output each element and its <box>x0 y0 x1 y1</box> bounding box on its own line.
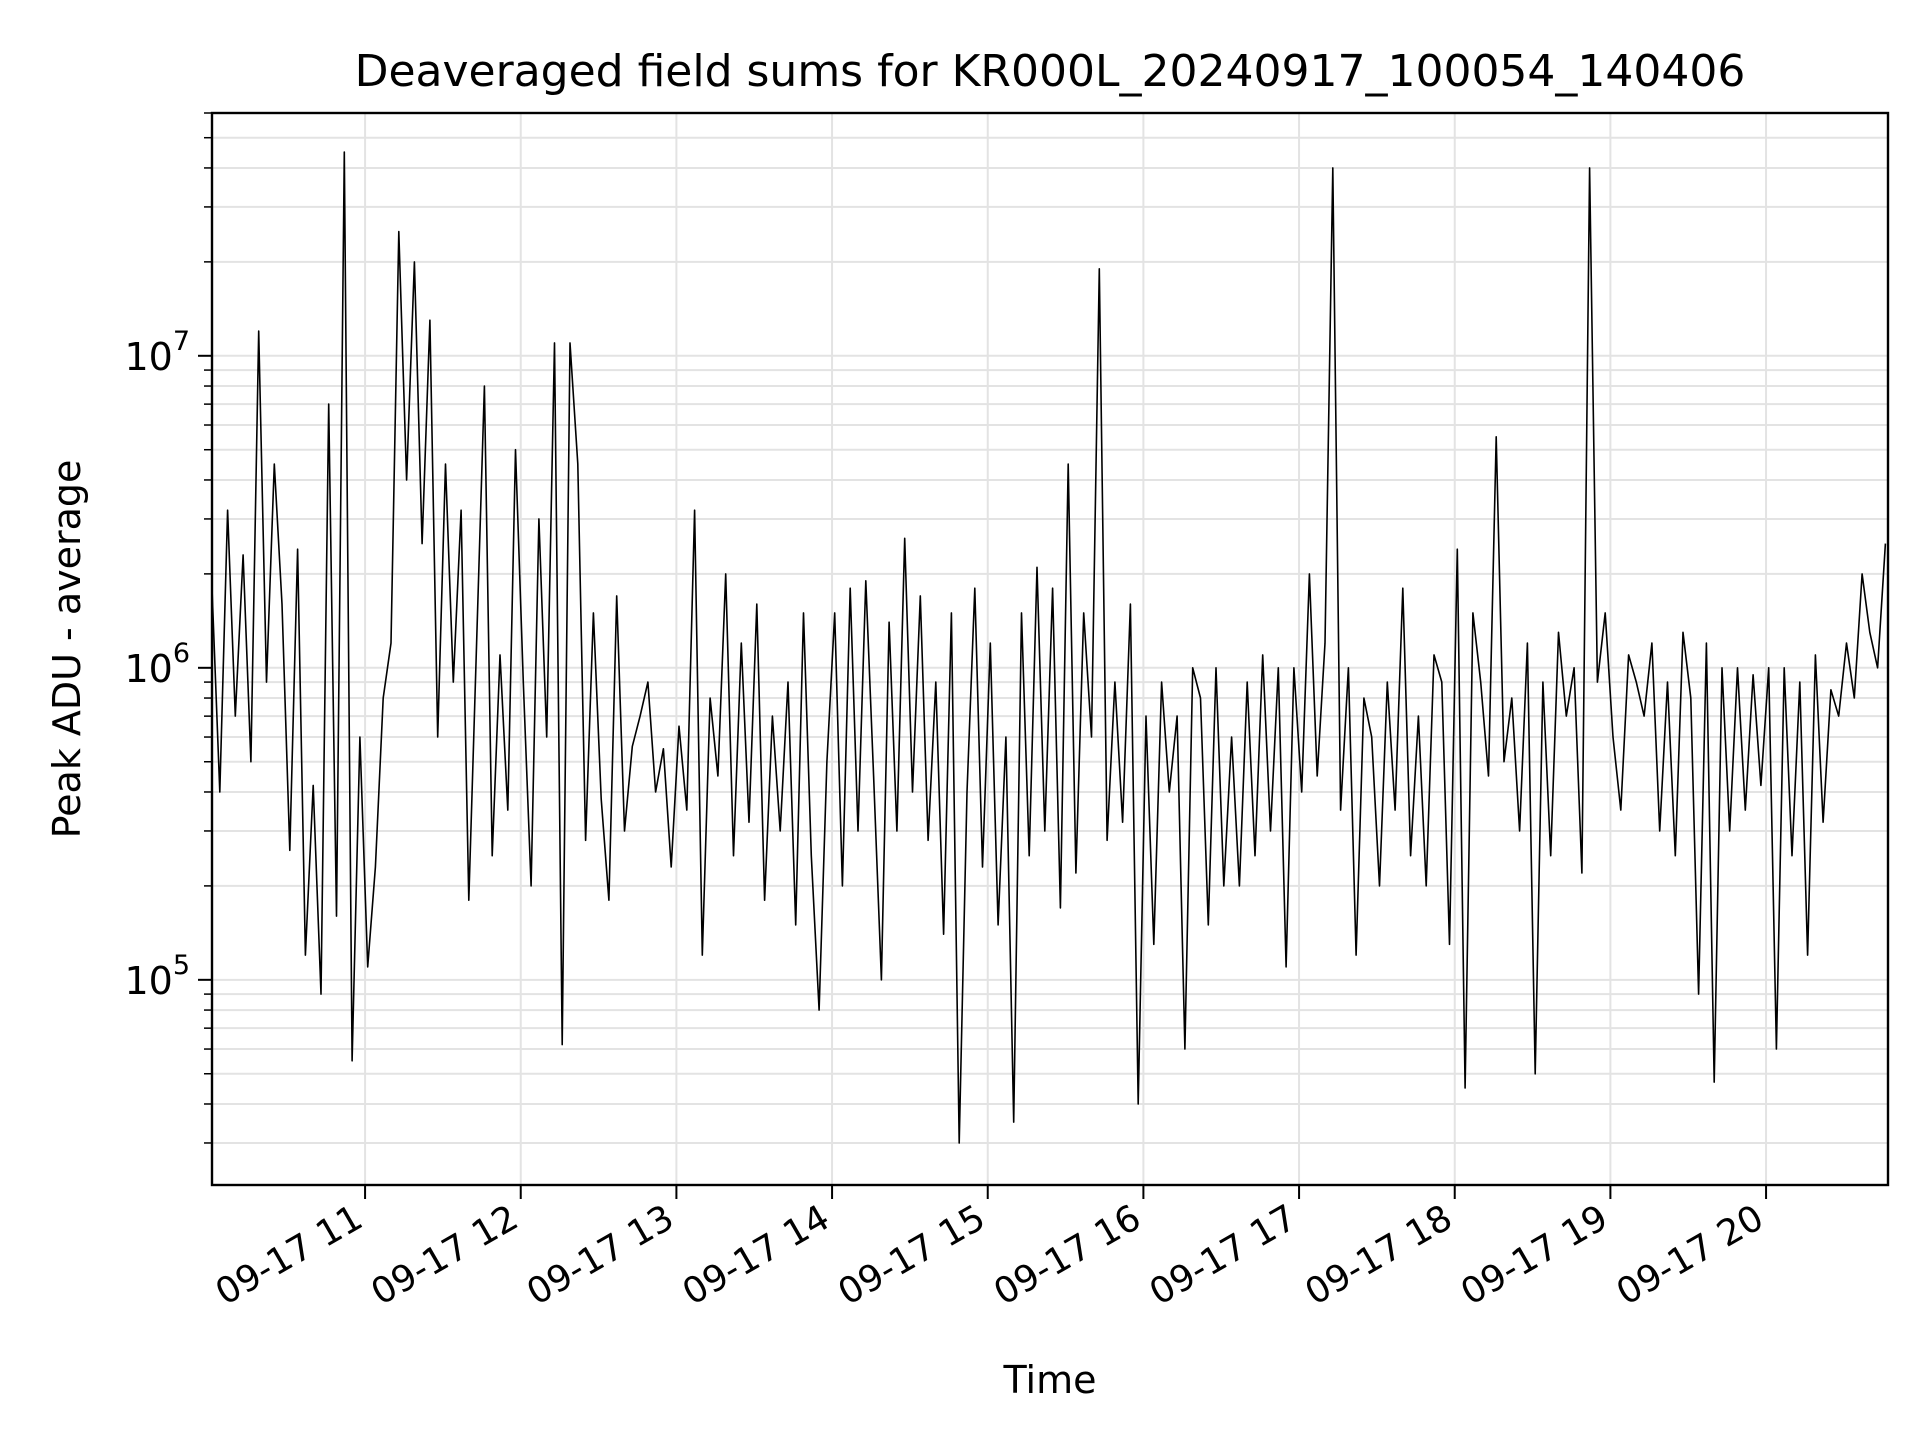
x-tick-label: 09-17 19 <box>1454 1197 1615 1313</box>
x-tick-label: 09-17 15 <box>832 1197 993 1313</box>
x-tick-label: 09-17 16 <box>987 1197 1148 1313</box>
x-tick-label: 09-17 14 <box>676 1197 837 1313</box>
x-tick-label: 09-17 17 <box>1143 1197 1304 1313</box>
x-axis-label: Time <box>1003 1358 1097 1402</box>
x-tick-label: 09-17 18 <box>1299 1197 1460 1313</box>
chart-title: Deaveraged field sums for KR000L_2024091… <box>355 46 1746 97</box>
x-tick-label: 09-17 20 <box>1610 1197 1771 1313</box>
plot-frame <box>210 111 1890 1187</box>
x-tick-label: 09-17 13 <box>520 1197 681 1313</box>
series-line-group <box>211 151 1887 1144</box>
y-tick-label: 105 <box>124 950 190 1003</box>
y-tick-label: 106 <box>124 638 190 691</box>
y-axis-label: Peak ADU - average <box>45 460 89 839</box>
series-line <box>211 151 1887 1144</box>
x-tick-label: 09-17 12 <box>365 1197 526 1313</box>
y-tick-label: 107 <box>124 326 190 379</box>
x-tick-label: 09-17 11 <box>209 1197 370 1313</box>
